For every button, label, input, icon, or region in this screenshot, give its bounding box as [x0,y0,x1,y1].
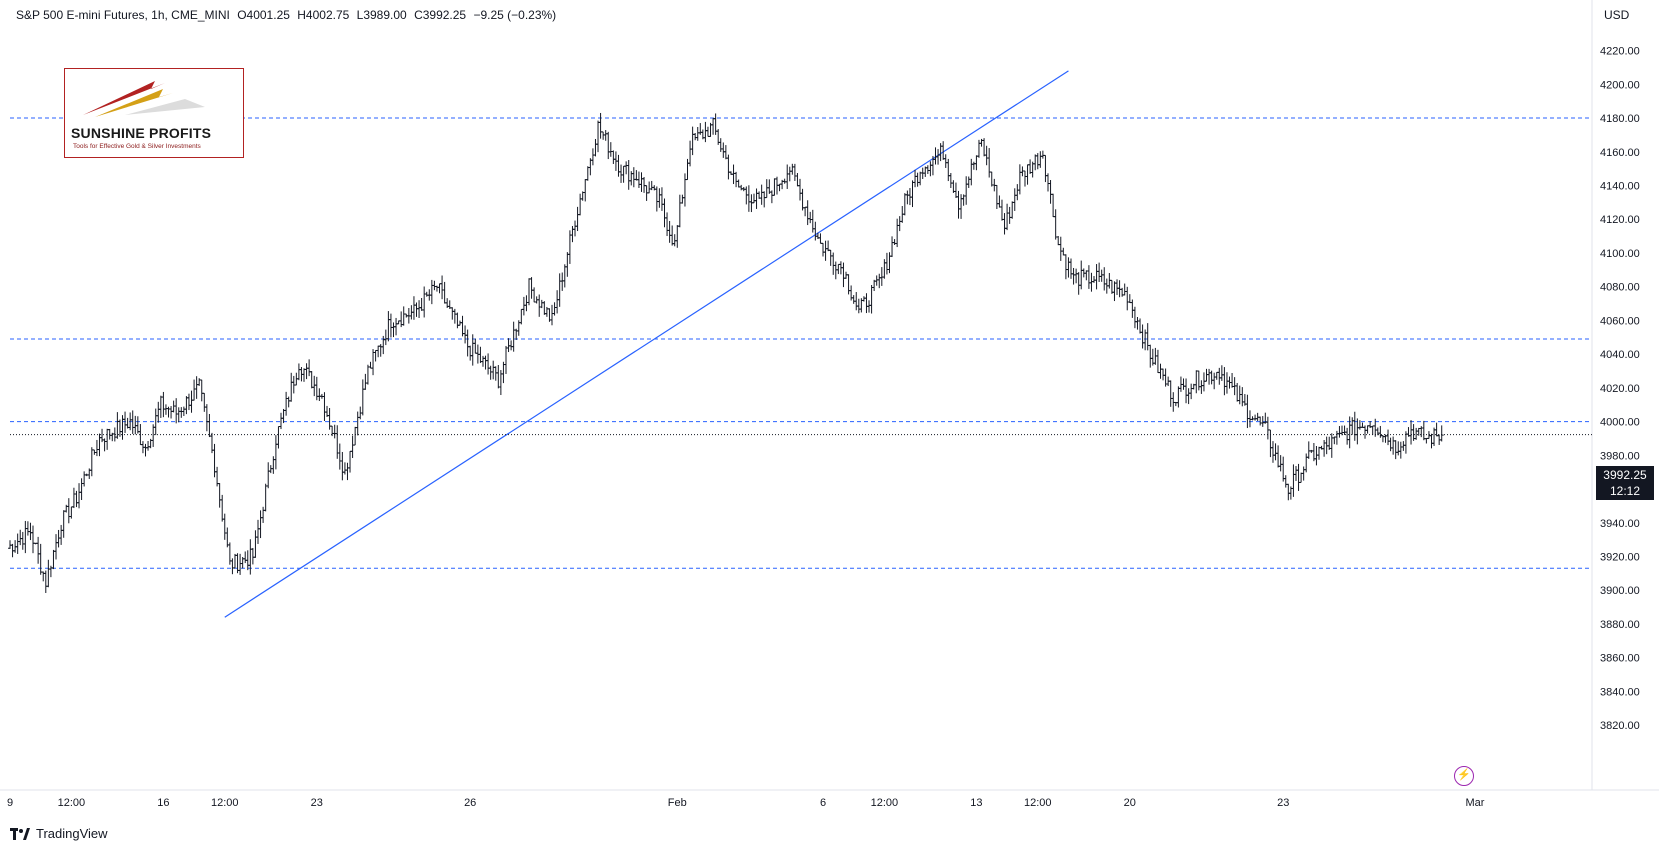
last-price-value: 3992.25 [1603,468,1647,482]
x-tick-label-4: 23 [311,797,323,809]
symbol-header: S&P 500 E-mini Futures, 1h, CME_MINI O40… [16,8,560,22]
y-tick-label-8: 3980.00 [1600,450,1640,462]
last-price-tag: 3992.25 12:12 [1596,466,1654,500]
x-tick-label-10: 12:00 [1024,797,1052,809]
currency-label[interactable]: USD [1604,8,1630,22]
sunshine-profits-logo: SUNSHINE PROFITS Tools for Effective Gol… [64,68,244,158]
y-tick-label-14: 4100.00 [1600,248,1640,260]
x-tick-label-12: 23 [1277,797,1289,809]
x-tick-label-11: 20 [1124,797,1136,809]
y-tick-label-12: 4060.00 [1600,315,1640,327]
y-tick-label-6: 3940.00 [1600,518,1640,530]
y-tick-label-18: 4180.00 [1600,113,1640,125]
x-tick-label-9: 13 [970,797,982,809]
y-tick-label-9: 4000.00 [1600,417,1640,429]
y-tick-label-11: 4040.00 [1600,349,1640,361]
x-tick-label-2: 16 [157,797,169,809]
price-change: −9.25 (−0.23%) [473,8,557,22]
y-tick-label-0: 3820.00 [1600,720,1640,732]
logo-tagline: Tools for Effective Gold & Silver Invest… [73,143,201,150]
tradingview-brand: TradingView [36,826,108,841]
y-tick-label-20: 4220.00 [1600,46,1640,58]
x-tick-label-3: 12:00 [211,797,239,809]
y-tick-label-1: 3840.00 [1600,686,1640,698]
y-tick-label-19: 4200.00 [1600,79,1640,91]
y-tick-label-16: 4140.00 [1600,181,1640,193]
y-tick-label-5: 3920.00 [1600,552,1640,564]
logo-name: SUNSHINE PROFITS [71,125,212,141]
x-tick-label-8: 12:00 [871,797,899,809]
symbol-title[interactable]: S&P 500 E-mini Futures, 1h, CME_MINI [16,8,230,22]
ohlc-low: L3989.00 [356,8,407,22]
x-tick-label-1: 12:00 [58,797,86,809]
y-tick-label-3: 3880.00 [1600,619,1640,631]
bar-countdown: 12:12 [1609,484,1641,498]
y-tick-label-15: 4120.00 [1600,214,1640,226]
y-tick-label-10: 4020.00 [1600,383,1640,395]
x-tick-label-6: Feb [668,797,687,809]
x-tick-label-13: Mar [1465,797,1484,809]
logo-swoosh-icon [83,81,205,117]
ohlc-close: C3992.25 [414,8,467,22]
tradingview-footer[interactable]: TradingView [10,826,108,841]
y-tick-label-4: 3900.00 [1600,585,1640,597]
lightning-icon[interactable]: ⚡ [1454,766,1474,786]
tradingview-logo-icon [10,827,30,840]
x-tick-label-7: 6 [820,797,826,809]
trendline [224,70,1069,618]
y-tick-label-2: 3860.00 [1600,653,1640,665]
ohlc-high: H4002.75 [297,8,350,22]
y-tick-label-17: 4160.00 [1600,147,1640,159]
x-tick-label-0: 9 [7,797,13,809]
x-tick-label-5: 26 [464,797,476,809]
ohlc-open: O4001.25 [237,8,290,22]
y-tick-label-13: 4080.00 [1600,282,1640,294]
